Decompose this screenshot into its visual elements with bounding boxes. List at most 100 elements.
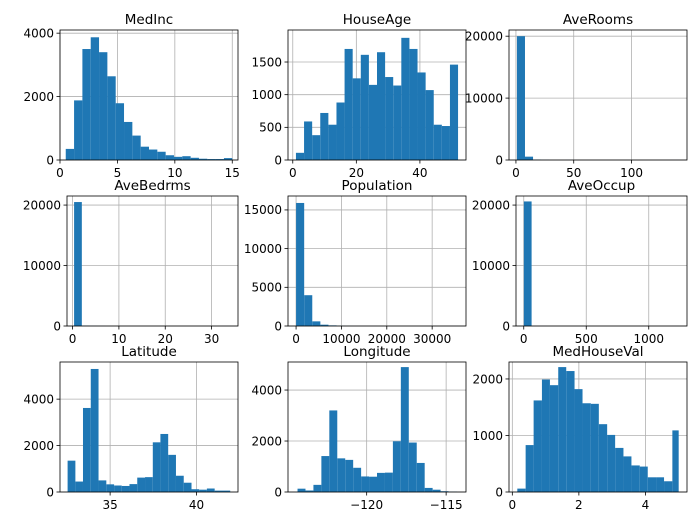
y-tick-label: 0	[274, 485, 282, 499]
histogram-bar	[312, 321, 321, 326]
x-tick-label: 10	[111, 332, 126, 346]
x-tick-label: 0	[520, 332, 528, 346]
histogram-bar	[441, 126, 450, 160]
panel-title: AveOccup	[568, 178, 635, 194]
histogram-bar	[305, 490, 314, 492]
histogram-bar	[566, 371, 575, 492]
histogram-bar	[215, 159, 224, 160]
panel-houseage: 0 20 40 0 500 1000 1500 HouseAge	[251, 12, 467, 180]
gridlines	[516, 196, 687, 327]
axes-frame	[287, 361, 467, 493]
x-tick-label: 20	[349, 166, 364, 180]
histogram-bar	[631, 465, 640, 492]
y-tick-label: 5000	[251, 281, 282, 295]
histogram-bar	[337, 458, 346, 492]
panel-title: Longitude	[343, 344, 410, 360]
histogram-bars	[67, 368, 231, 492]
histogram-bar	[525, 445, 534, 492]
histogram-bar	[352, 78, 361, 160]
histogram-bar	[384, 472, 393, 492]
axes-frame	[515, 195, 688, 327]
histogram-bar	[182, 156, 191, 160]
histogram-bar	[433, 124, 442, 160]
x-tick-label: 0	[69, 332, 77, 346]
histogram-bar	[647, 477, 657, 492]
panel-medinc: 0 5 10 15 0 2000 4000 MedInc	[23, 12, 239, 180]
histogram-bars	[65, 37, 233, 161]
histogram-bar	[295, 152, 305, 160]
x-tick-label: 0	[56, 166, 64, 180]
panel-title: MedHouseVal	[552, 344, 643, 360]
histogram-bar	[424, 487, 433, 492]
histogram-bar	[168, 454, 176, 492]
histogram-bar	[607, 434, 616, 492]
histogram-bar	[345, 459, 354, 492]
histogram-bar	[152, 442, 161, 492]
panel-title: AveBedrms	[114, 178, 190, 194]
histogram-bar	[157, 151, 166, 160]
y-tick-label: 1000	[251, 88, 282, 102]
histogram-bar	[74, 202, 82, 326]
y-tick-label: 20000	[23, 198, 61, 212]
histogram-bar	[223, 158, 233, 160]
histogram-bar	[320, 112, 329, 160]
histogram-bars	[295, 37, 459, 160]
panel-title: Latitude	[121, 344, 177, 360]
x-tick-label: 10	[167, 166, 182, 180]
panel-title: AveRooms	[563, 12, 633, 28]
histogram-bar	[82, 407, 91, 492]
y-tick-label: 4000	[23, 26, 54, 40]
histogram-bar	[149, 149, 158, 160]
x-tick-label: 40	[412, 166, 427, 180]
histogram-bar	[377, 52, 386, 160]
histogram-bar	[190, 157, 199, 160]
histogram-bar	[393, 85, 402, 160]
histogram-bar	[99, 52, 108, 160]
y-tick-label: 2000	[472, 372, 503, 386]
x-tick-label: 50	[566, 166, 581, 180]
histogram-bar	[124, 121, 133, 160]
histogram-bar	[296, 202, 305, 326]
histogram-bar	[106, 484, 115, 492]
panel-population: 0 10000 20000 30000 0 5000 10000 15000 Populatio…	[244, 178, 467, 346]
histogram-bar	[132, 135, 141, 160]
histogram-bar	[541, 379, 550, 492]
x-tick-label: 1000	[633, 332, 664, 346]
panel-avebedrms: 0 10 20 30 0 10000 20000 AveBedrms	[23, 178, 239, 346]
x-tick-label: 0	[289, 166, 297, 180]
x-tick-label: 5	[114, 166, 122, 180]
histogram-bar	[425, 90, 434, 160]
x-tick-label: −120	[350, 498, 383, 512]
y-tick-label: 0	[495, 485, 503, 499]
histogram-bar	[140, 146, 149, 160]
histogram-bar	[173, 156, 183, 160]
y-tick-label: 15000	[244, 203, 282, 217]
histogram-bar	[137, 477, 146, 492]
histogram-bar	[207, 159, 216, 160]
axes-frame	[59, 361, 239, 493]
histogram-bar	[145, 477, 153, 492]
histogram-bar	[360, 54, 369, 160]
y-tick-label: 0	[53, 319, 61, 333]
histogram-bar	[432, 489, 441, 492]
x-tick-label: 10000	[322, 332, 360, 346]
x-tick-label: 30	[204, 332, 219, 346]
histogram-bar	[361, 476, 370, 492]
histogram-bar	[558, 367, 567, 492]
histogram-bar	[206, 488, 215, 492]
histogram-bar	[408, 442, 417, 492]
histogram-bar	[664, 481, 673, 492]
histogram-bar	[199, 489, 207, 492]
y-tick-label: 0	[46, 485, 54, 499]
y-tick-label: 10000	[465, 91, 503, 105]
histogram-bar	[160, 433, 169, 492]
histogram-bar	[416, 462, 425, 492]
histogram-bar	[74, 100, 83, 160]
y-tick-label: 2000	[23, 90, 54, 104]
histogram-bar	[672, 430, 679, 492]
y-tick-label: 2000	[23, 439, 54, 453]
histogram-bar	[517, 488, 526, 492]
histogram-bar	[598, 424, 608, 492]
